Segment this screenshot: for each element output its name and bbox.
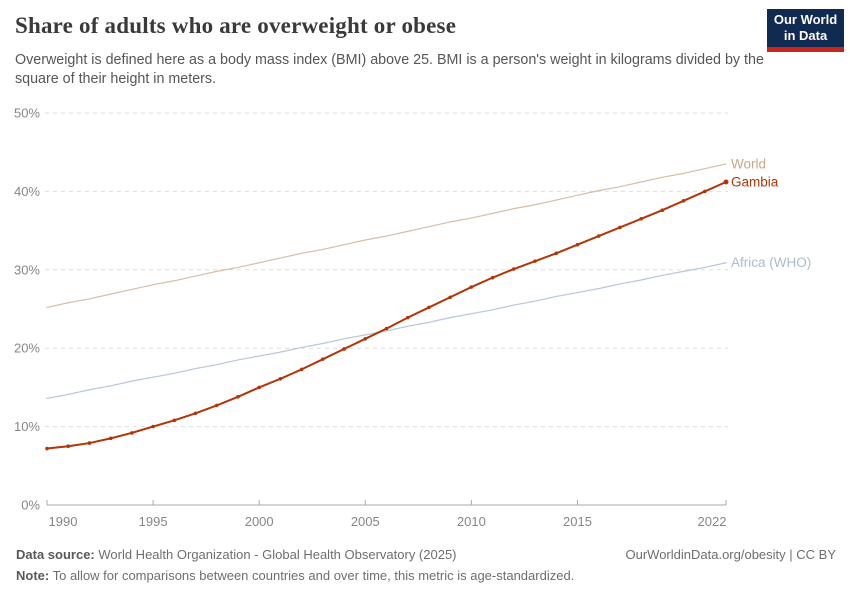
data-point-marker	[236, 395, 240, 399]
data-point-marker	[596, 234, 601, 238]
data-source-text: World Health Organization - Global Healt…	[94, 547, 457, 562]
x-tick-label: 2015	[563, 514, 592, 529]
owid-logo-line1: Our World	[773, 11, 838, 27]
y-tick-label: 30%	[14, 262, 40, 277]
data-point-marker	[723, 179, 729, 185]
data-point-marker	[151, 424, 155, 429]
owid-url-license[interactable]: OurWorldinData.org/obesity | CC BY	[625, 547, 837, 562]
data-point-marker	[427, 305, 431, 310]
data-point-marker	[702, 189, 707, 194]
data-point-marker	[469, 285, 474, 289]
series-label-africa-who[interactable]: Africa (WHO)	[731, 255, 811, 270]
data-point-marker	[193, 411, 198, 416]
series-line-africa-who[interactable]	[46, 262, 727, 399]
x-tick-label: 2010	[457, 514, 486, 529]
data-source-label: Data source:	[16, 547, 95, 562]
owid-logo-line2: in Data	[783, 28, 828, 43]
data-point-marker	[618, 225, 622, 230]
data-point-marker	[490, 275, 495, 280]
x-tick-label: 2005	[351, 514, 380, 529]
y-tick-label: 40%	[14, 184, 40, 199]
x-tick-label: 1995	[139, 514, 168, 529]
owid-logo[interactable]: Our World in Data	[767, 9, 844, 52]
x-tick-label: 1990	[49, 514, 78, 529]
note-row: Note: To allow for comparisons between c…	[16, 568, 574, 583]
series-line-gambia[interactable]	[46, 180, 727, 450]
data-point-marker	[45, 446, 49, 451]
y-tick-label: 20%	[14, 341, 40, 356]
note-label: Note:	[16, 568, 50, 583]
data-point-marker	[278, 376, 283, 381]
data-point-marker	[363, 336, 368, 341]
data-point-marker	[214, 403, 219, 408]
chart-subtitle: Overweight is defined here as a body mas…	[15, 52, 764, 87]
series-label-world[interactable]: World	[731, 156, 766, 171]
data-point-marker	[405, 315, 410, 320]
data-point-marker	[108, 436, 113, 441]
series-label-gambia[interactable]: Gambia	[731, 174, 779, 189]
y-tick-label: 50%	[14, 106, 40, 121]
data-point-marker	[448, 295, 452, 300]
data-point-marker	[87, 441, 92, 445]
data-point-marker	[257, 385, 261, 390]
data-point-marker	[512, 267, 516, 271]
data-source-row: Data source: World Health Organization -…	[16, 547, 457, 562]
data-point-marker	[660, 208, 665, 213]
data-point-marker	[533, 259, 537, 263]
x-tick-label: 2022	[698, 514, 727, 529]
y-tick-label: 0%	[21, 498, 40, 513]
data-point-marker	[575, 242, 580, 247]
data-point-marker	[172, 418, 177, 423]
data-point-marker	[681, 199, 686, 203]
x-tick-label: 2000	[245, 514, 274, 529]
data-point-marker	[130, 431, 134, 435]
page-title: Share of adults who are overweight or ob…	[15, 13, 457, 38]
data-point-marker	[342, 347, 346, 351]
series-line-world[interactable]	[46, 163, 727, 309]
data-point-marker	[639, 217, 643, 221]
data-point-marker	[299, 367, 304, 372]
data-point-marker	[66, 444, 71, 449]
y-tick-label: 10%	[14, 419, 40, 434]
data-point-marker	[384, 326, 389, 331]
note-text: To allow for comparisons between countri…	[49, 568, 575, 583]
data-point-marker	[554, 251, 559, 256]
data-point-marker	[321, 357, 325, 361]
